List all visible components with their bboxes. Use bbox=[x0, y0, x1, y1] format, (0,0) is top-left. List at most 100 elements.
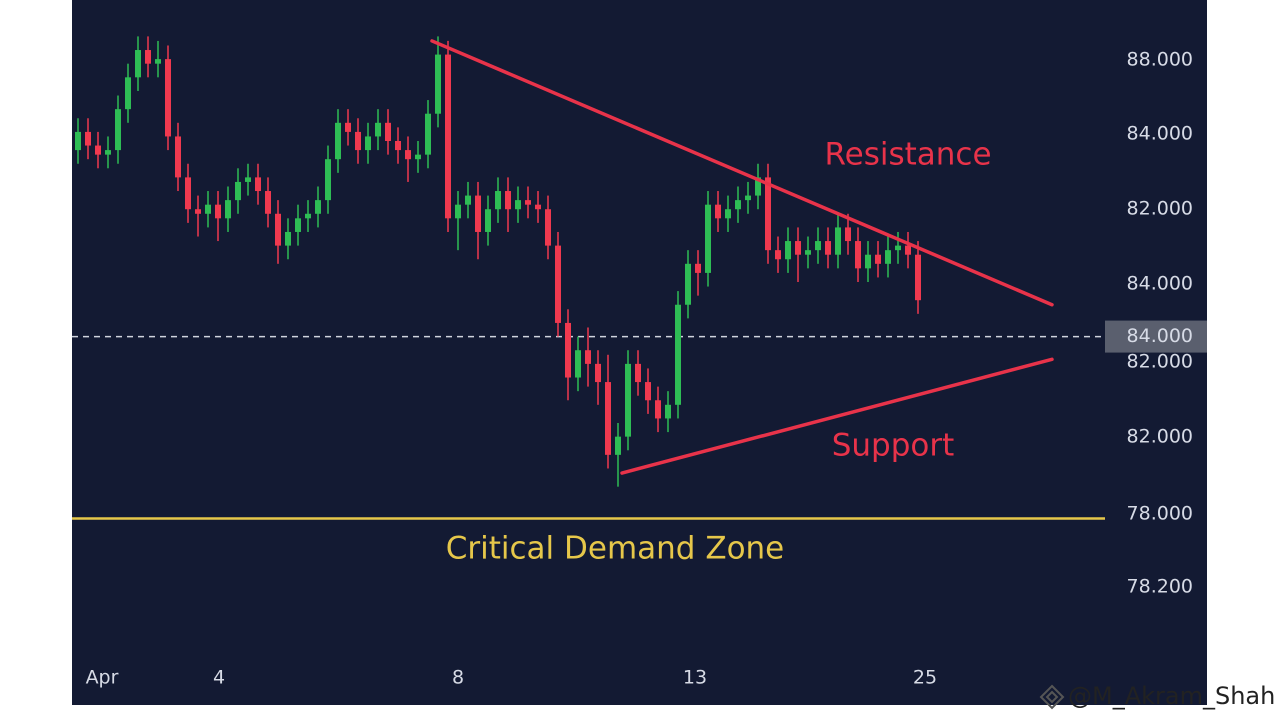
candle-body bbox=[475, 195, 481, 232]
candle-body bbox=[145, 50, 151, 64]
candle-body bbox=[855, 241, 861, 269]
candle-body bbox=[565, 322, 571, 378]
candle-body bbox=[455, 204, 461, 219]
candle-body bbox=[85, 131, 91, 146]
candle-body bbox=[825, 241, 831, 255]
candle-body bbox=[555, 245, 561, 323]
support-label: Support bbox=[832, 428, 955, 464]
candle-body bbox=[585, 350, 591, 364]
resistance-label: Resistance bbox=[824, 137, 991, 173]
candle-body bbox=[835, 227, 841, 255]
candle-body bbox=[395, 141, 401, 151]
price-label: 78.000 bbox=[1127, 503, 1193, 525]
candle-body bbox=[505, 191, 511, 210]
candle-body bbox=[185, 177, 191, 210]
candle-body bbox=[375, 122, 381, 137]
candle-body bbox=[725, 209, 731, 219]
current-price-box bbox=[1105, 320, 1207, 353]
candle-body bbox=[195, 209, 201, 214]
candle-body bbox=[775, 250, 781, 260]
candle-body bbox=[285, 231, 291, 246]
candle-body bbox=[745, 195, 751, 201]
candle-body bbox=[655, 400, 661, 419]
candle-body bbox=[335, 122, 341, 160]
candle-body bbox=[305, 213, 311, 219]
candle-body bbox=[325, 159, 331, 201]
candle-body bbox=[795, 241, 801, 255]
candle-body bbox=[705, 204, 711, 273]
candle-body bbox=[345, 122, 351, 132]
candle-body bbox=[905, 245, 911, 255]
candle-body bbox=[525, 200, 531, 205]
time-label: 25 bbox=[913, 667, 937, 689]
candle-body bbox=[805, 250, 811, 255]
price-label: 84.000 bbox=[1127, 123, 1193, 145]
candle-body bbox=[135, 50, 141, 78]
candle-body bbox=[205, 204, 211, 214]
candle-body bbox=[355, 131, 361, 151]
resistance-line bbox=[430, 39, 1054, 307]
candle-body bbox=[715, 204, 721, 219]
candle-body bbox=[445, 54, 451, 219]
candle-body bbox=[265, 191, 271, 214]
watermark-icon bbox=[1039, 684, 1065, 710]
price-label: 78.200 bbox=[1127, 576, 1193, 598]
candle-body bbox=[485, 209, 491, 232]
candle-body bbox=[865, 254, 871, 269]
candle-body bbox=[235, 181, 241, 201]
candle-body bbox=[915, 254, 921, 301]
candle-body bbox=[785, 241, 791, 260]
candle-body bbox=[295, 218, 301, 232]
candle-body bbox=[225, 200, 231, 219]
candle-body bbox=[415, 154, 421, 160]
time-label: Apr bbox=[86, 667, 119, 689]
candle-body bbox=[435, 54, 441, 114]
candle-body bbox=[755, 177, 761, 196]
price-label: 88.000 bbox=[1127, 49, 1193, 71]
candle-body bbox=[175, 136, 181, 178]
candle-body bbox=[95, 145, 101, 155]
time-label: 13 bbox=[683, 667, 707, 689]
candle-body bbox=[495, 191, 501, 210]
candle-body bbox=[315, 200, 321, 214]
candle-body bbox=[875, 254, 881, 264]
candle-body bbox=[75, 131, 81, 151]
current-price-label: 84.000 bbox=[1127, 325, 1193, 347]
candle-body bbox=[255, 177, 261, 192]
time-label: 8 bbox=[452, 667, 464, 689]
candle-body bbox=[645, 382, 651, 401]
support-line bbox=[620, 357, 1054, 475]
candle-body bbox=[605, 382, 611, 455]
candle-body bbox=[465, 195, 471, 205]
price-label: 82.000 bbox=[1127, 198, 1193, 220]
candle-body bbox=[535, 204, 541, 210]
candle-body bbox=[545, 209, 551, 246]
candle-body bbox=[275, 213, 281, 246]
plot-area: 88.000 84.000 82.000 84.000 82.000 82.000 78.0… bbox=[72, 36, 1207, 689]
candle-body bbox=[385, 122, 391, 141]
candle-body bbox=[635, 363, 641, 383]
price-label: 82.000 bbox=[1127, 426, 1193, 448]
watermark: @M_Akram_Shah bbox=[1068, 682, 1275, 710]
candle-body bbox=[165, 59, 171, 137]
candle-body bbox=[515, 200, 521, 210]
candle-body bbox=[115, 109, 121, 151]
demand-label: Critical Demand Zone bbox=[446, 531, 785, 567]
candle-body bbox=[625, 363, 631, 437]
candle-body bbox=[215, 204, 221, 219]
candle-body bbox=[425, 113, 431, 155]
candle-body bbox=[125, 77, 131, 110]
candle-body bbox=[405, 150, 411, 160]
chart-panel bbox=[72, 0, 1207, 705]
candle-body bbox=[595, 363, 601, 383]
time-label: 4 bbox=[213, 667, 225, 689]
candle-body bbox=[365, 136, 371, 151]
candle-body bbox=[765, 177, 771, 251]
candle-body bbox=[615, 436, 621, 455]
price-label: 84.000 bbox=[1127, 273, 1193, 295]
candle-body bbox=[895, 245, 901, 251]
candle-body bbox=[815, 241, 821, 251]
candle-body bbox=[665, 404, 671, 419]
